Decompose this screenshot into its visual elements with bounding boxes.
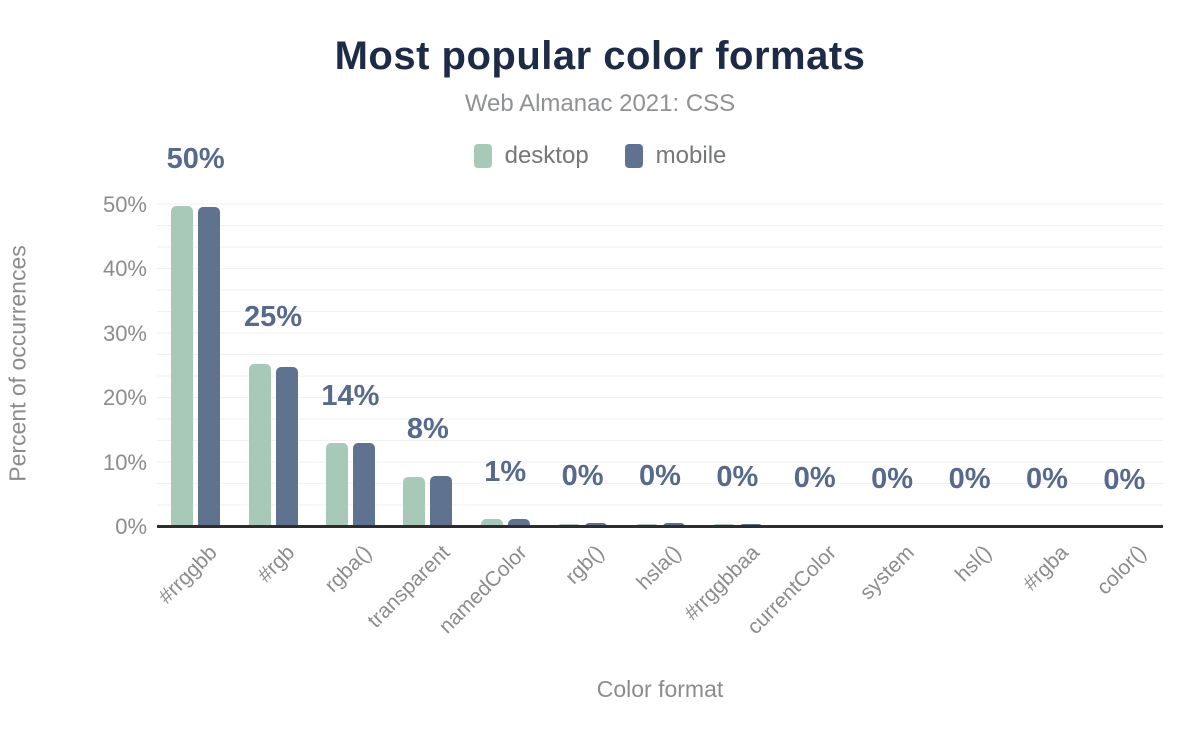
mobile-bar <box>430 476 453 527</box>
desktop-bar <box>480 519 503 527</box>
bar-value-label: 0% <box>948 462 991 495</box>
x-tick-label: hsla() <box>632 541 687 595</box>
mobile-bar <box>198 206 221 527</box>
y-tick-label: 30% <box>102 320 147 346</box>
desktop-bar <box>325 442 348 527</box>
bar-value-label: 0% <box>561 460 604 493</box>
bar-value-label: 8% <box>406 413 449 446</box>
x-tick-label: hsl() <box>950 541 996 587</box>
x-axis-title: Color format <box>596 676 724 702</box>
legend-label-mobile: mobile <box>655 142 727 169</box>
chart-subtitle: Web Almanac 2021: CSS <box>464 90 736 117</box>
bar-value-label: 0% <box>716 460 759 493</box>
bar-value-label: 14% <box>321 379 380 412</box>
bar-value-label: 0% <box>1103 463 1146 496</box>
desktop-bar <box>248 364 271 527</box>
x-tick-label: rgb() <box>561 541 609 589</box>
x-axis-line <box>157 525 1163 528</box>
mobile-swatch-icon <box>624 144 643 168</box>
legend-label-desktop: desktop <box>504 142 589 169</box>
bar-value-label: 50% <box>166 143 225 176</box>
bar-value-label: 0% <box>793 462 836 495</box>
desktop-swatch-icon <box>473 144 492 168</box>
bar-value-label: 1% <box>484 455 527 488</box>
mobile-bar <box>352 442 375 527</box>
plot-area: 50% 25% 14% 8% 1% 0% 0% 0% 0% 0% 0% 0% 0% <box>157 143 1163 527</box>
y-tick-label: 50% <box>102 192 147 217</box>
desktop-bar <box>171 206 194 527</box>
x-tick-label: #rrggbb <box>154 541 222 609</box>
chart-title: Most popular color formats <box>334 34 866 78</box>
bar-value-label: 0% <box>639 460 681 493</box>
legend: desktop mobile <box>0 142 1200 170</box>
bar-value-label: 0% <box>871 462 914 495</box>
x-tick-label: color() <box>1092 541 1151 600</box>
y-axis-title: Percent of occurrences <box>4 245 31 482</box>
legend-item-mobile: mobile <box>624 142 727 170</box>
legend-item-desktop: desktop <box>473 142 589 170</box>
mobile-bar <box>275 366 298 527</box>
x-tick-label: rgba() <box>320 541 377 597</box>
desktop-bar <box>403 476 426 527</box>
y-tick-label: 40% <box>102 256 147 282</box>
bar-value-label: 0% <box>1025 463 1068 496</box>
bar-value-label: 25% <box>244 301 303 334</box>
y-tick-label: 10% <box>102 449 147 475</box>
y-tick-label: 0% <box>115 514 147 539</box>
y-tick-label: 20% <box>102 385 147 411</box>
x-tick-label: #rgb <box>253 541 300 587</box>
x-tick-label: system <box>855 541 919 605</box>
x-tick-label: #rgba <box>1018 541 1074 596</box>
mobile-bar <box>507 518 530 527</box>
